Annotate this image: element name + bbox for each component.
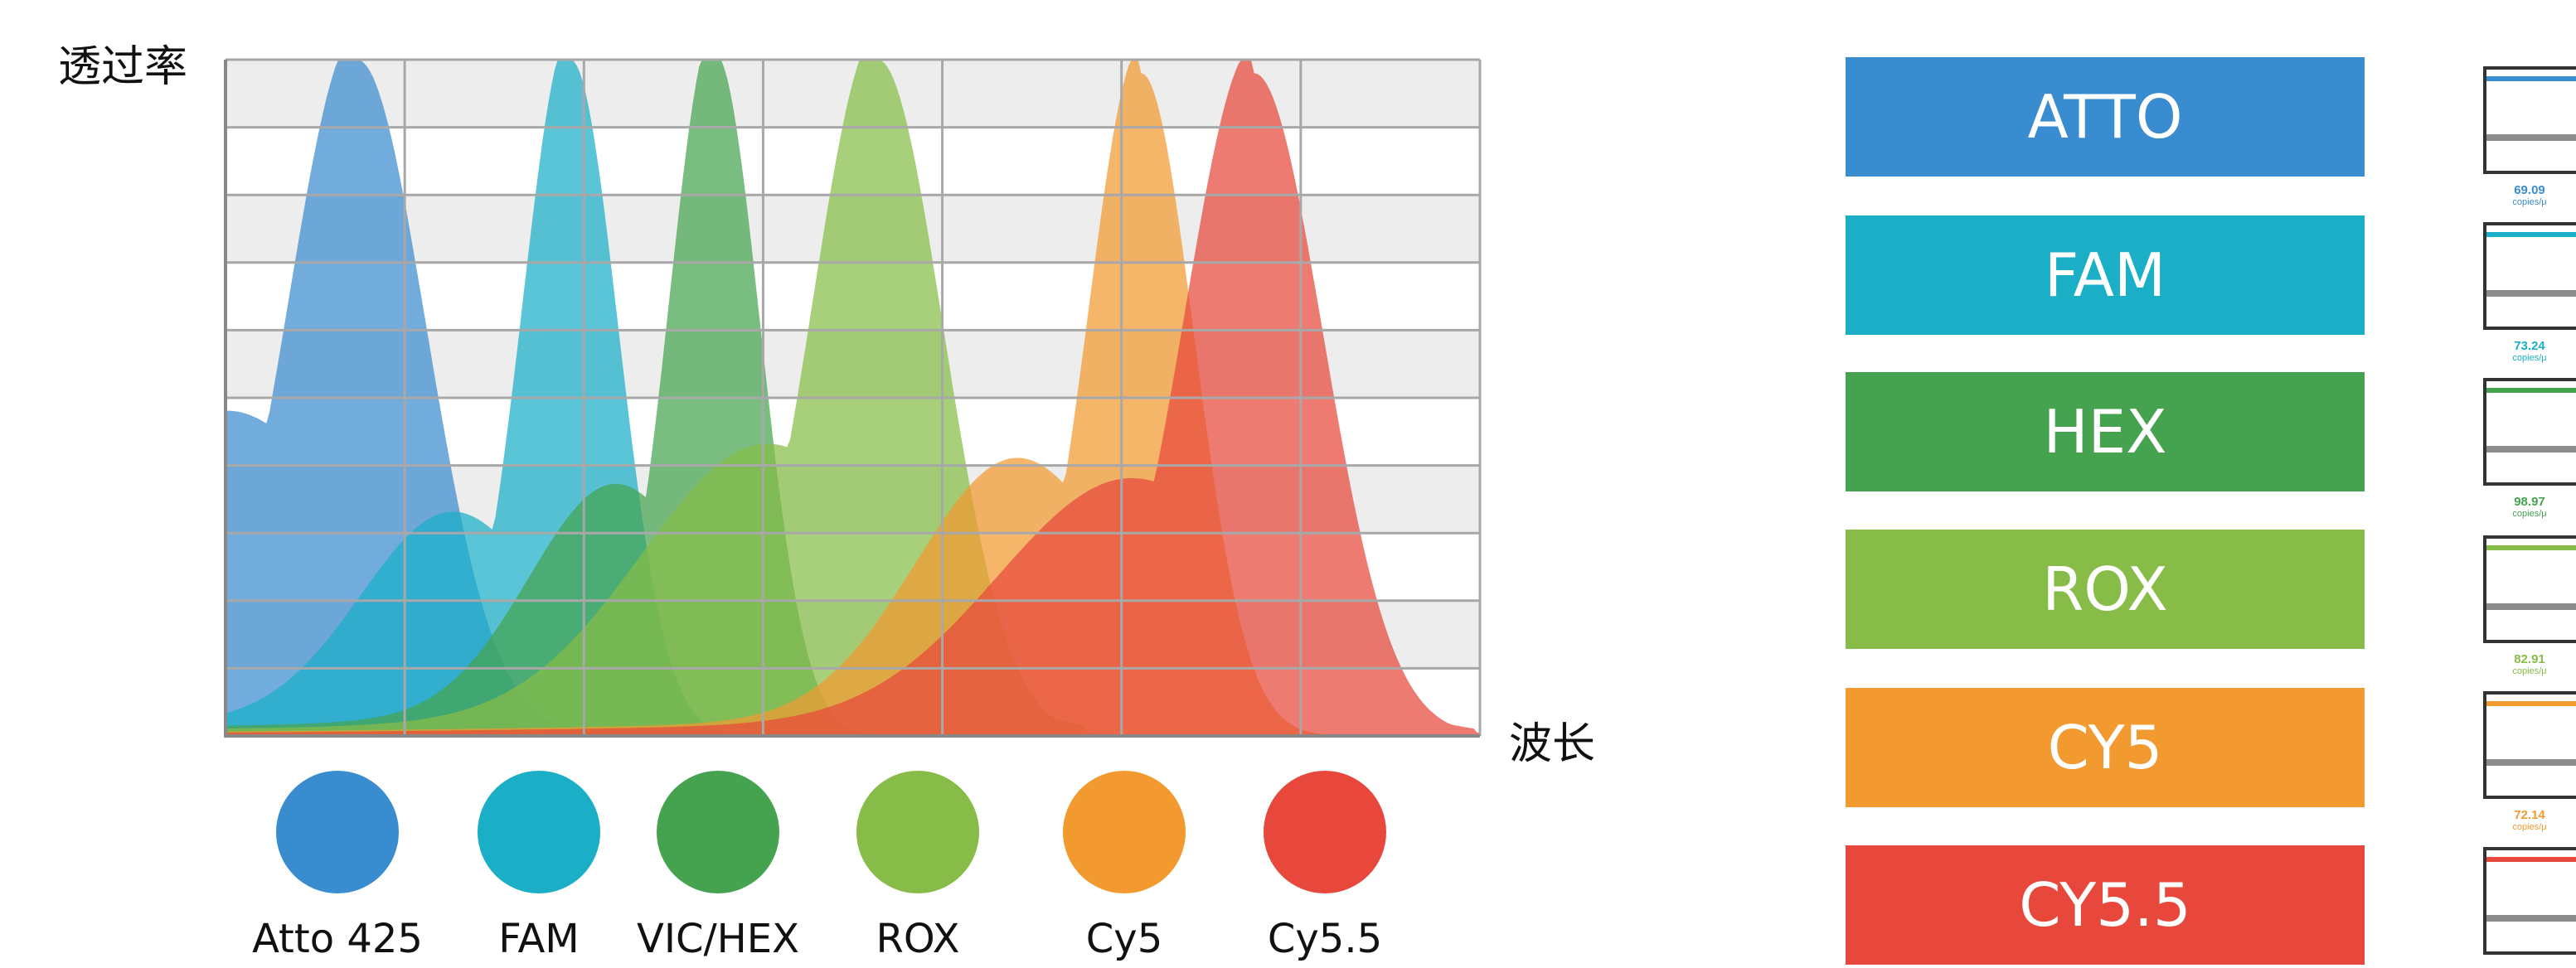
- mini-value-3: 82.91: [2514, 652, 2545, 666]
- x-axis-label: 波长: [1509, 719, 1596, 769]
- dye-label-0: Atto 425: [252, 916, 423, 962]
- y-axis-label: 透过率: [58, 42, 188, 92]
- channel-bar-3: ROX: [1846, 530, 2365, 649]
- mini-value-2: 98.97: [2514, 495, 2545, 509]
- mini-plot-5: [2483, 847, 2576, 955]
- channel-bar-2: HEX: [1846, 372, 2365, 491]
- mini-negative-trace: [2486, 446, 2576, 453]
- dye-label-2: VIC/HEX: [637, 916, 799, 962]
- mini-plot-4: [2483, 691, 2576, 799]
- series-area-2: [226, 60, 1480, 736]
- mini-unit-4: copies/μ: [2512, 822, 2547, 832]
- mini-value-1: 73.24: [2514, 339, 2545, 353]
- mini-unit-3: copies/μ: [2512, 666, 2547, 676]
- channel-bar-4: CY5: [1846, 688, 2365, 807]
- mini-negative-trace: [2486, 915, 2576, 922]
- mini-negative-trace: [2486, 759, 2576, 766]
- mini-negative-trace: [2486, 603, 2576, 610]
- mini-unit-2: copies/μ: [2512, 509, 2547, 519]
- mini-positive-trace: [2486, 701, 2576, 706]
- channel-bar-5: CY5.5: [1846, 845, 2365, 965]
- dye-dot-1: [478, 771, 600, 893]
- mini-unit-0: copies/μ: [2512, 197, 2547, 207]
- series-area-5: [226, 60, 1480, 736]
- channel-bar-0: ATTO: [1846, 57, 2365, 177]
- mini-positive-trace: [2486, 232, 2576, 237]
- dye-dot-3: [856, 771, 979, 893]
- mini-plot-1: [2483, 222, 2576, 330]
- dye-dot-2: [657, 771, 779, 893]
- dye-label-1: FAM: [498, 916, 580, 962]
- mini-positive-trace: [2486, 857, 2576, 862]
- dye-dot-0: [276, 771, 399, 893]
- dye-dot-4: [1063, 771, 1186, 893]
- axis-lines: [224, 60, 1480, 738]
- mini-negative-trace: [2486, 290, 2576, 297]
- dye-label-3: ROX: [876, 916, 960, 962]
- dye-label-4: Cy5: [1085, 916, 1163, 962]
- mini-value-0: 69.09: [2514, 183, 2545, 197]
- mini-positive-trace: [2486, 545, 2576, 550]
- mini-positive-trace: [2486, 388, 2576, 393]
- mini-plot-3: [2483, 535, 2576, 643]
- mini-unit-1: copies/μ: [2512, 353, 2547, 363]
- mini-plot-0: [2483, 66, 2576, 174]
- dye-dot-5: [1264, 771, 1386, 893]
- channel-bar-1: FAM: [1846, 215, 2365, 335]
- mini-plot-2: [2483, 378, 2576, 486]
- dye-label-5: Cy5.5: [1267, 916, 1383, 962]
- mini-negative-trace: [2486, 134, 2576, 141]
- spectrum-chart: [224, 58, 1482, 738]
- mini-positive-trace: [2486, 76, 2576, 81]
- mini-value-4: 72.14: [2514, 808, 2545, 822]
